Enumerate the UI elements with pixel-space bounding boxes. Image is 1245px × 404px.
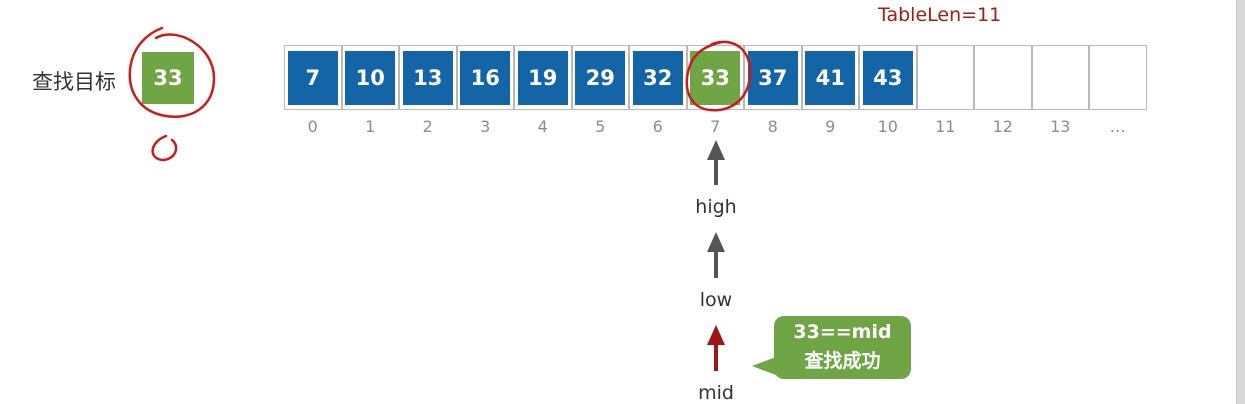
array-cell-value: 37 [747,50,798,105]
array-index-label: 11 [935,117,956,136]
array-cell: 13 [399,45,457,110]
search-target-label: 查找目标 [32,70,116,94]
array-cell: 10 [341,45,399,110]
success-callout: 33==mid 查找成功 [774,316,911,379]
high-arrow [707,140,725,185]
target-circle-annotation [128,26,216,118]
array-cell: 43 [859,45,917,110]
mid-arrow [707,325,725,371]
array-cell-value: 16 [460,50,511,105]
array-cell: 37 [744,45,802,110]
low-arrow [707,232,725,278]
array-cell: 7 [284,45,342,110]
window-right-edge [1236,0,1245,404]
search-target-value: 33 [153,66,183,90]
array-cell: 29 [571,45,629,110]
array-index-label: 4 [537,117,548,136]
array-cell-value: 32 [632,50,683,105]
array-cell: 19 [514,45,572,110]
array-index-label: 8 [767,117,778,136]
array-index-label: 12 [992,117,1013,136]
array-index-label: 1 [365,117,376,136]
array-cell [1031,45,1089,110]
array-index-label: 0 [307,117,318,136]
array-cell-value: 41 [805,50,856,105]
array-cell [974,45,1032,110]
low-pointer-label: low [699,289,733,311]
array-cell-value: 7 [287,50,338,105]
array-index-label: 7 [710,117,721,136]
array-index-label: 10 [877,117,898,136]
array-index-label: 2 [422,117,433,136]
array-cell-value: 19 [517,50,568,105]
target-loop-annotation [151,134,178,162]
array-cell-value: 29 [575,50,626,105]
array-index-label: 9 [825,117,836,136]
high-pointer-label: high [695,196,737,218]
callout-line-2: 查找成功 [804,350,881,372]
search-target-box: 33 [142,52,194,104]
array-cell: 16 [456,45,514,110]
array-index-label: 6 [652,117,663,136]
array-index-label: 13 [1050,117,1071,136]
mid-pointer-label: mid [698,382,734,404]
array-index-label: 5 [595,117,606,136]
array-cell: 41 [801,45,859,110]
array-index-label: 3 [480,117,491,136]
cell-circle-annotation [685,40,752,112]
array-cell-value: 13 [402,50,453,105]
array-cell-value: 10 [345,50,396,105]
array-cell [916,45,974,110]
array-index-label: … [1109,117,1126,136]
array-cell [1089,45,1147,110]
array-cell-value: 43 [862,50,913,105]
array-cell-value: 33 [690,50,741,105]
callout-line-1: 33==mid [793,321,892,343]
table-length-label: TableLen=11 [878,4,1002,26]
array-cell: 32 [629,45,687,110]
callout-tail [752,357,776,375]
